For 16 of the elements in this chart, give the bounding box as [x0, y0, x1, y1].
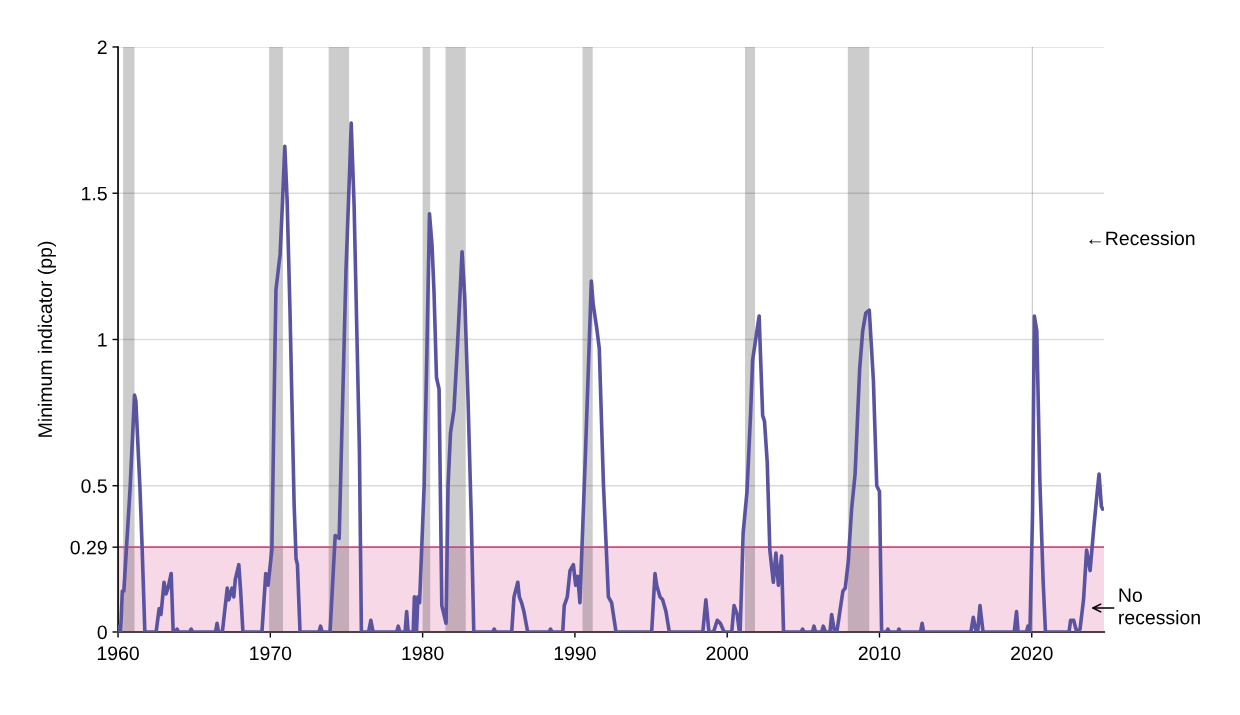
x-tick-label: 1990 [554, 646, 596, 661]
y-tick-label: 0 [97, 625, 107, 640]
y-axis-title: Minimum indicator (pp) [37, 241, 56, 437]
y-tick-label: 1 [98, 333, 107, 347]
y-tick-label: 0.29 [70, 540, 107, 555]
annotation: ←Recession [1089, 230, 1195, 246]
text: No recession [1119, 588, 1200, 625]
y-tick-label: 0.5 [81, 479, 107, 493]
y-tick-label: 1.5 [82, 186, 107, 201]
y-tick-label: 2 [97, 40, 107, 55]
x-tick-label: 1980 [402, 646, 444, 661]
x-tick-label: 1960 [97, 646, 139, 661]
x-tick-label: 2000 [706, 646, 749, 661]
x-tick-label: 2020 [1011, 646, 1053, 661]
x-tick-label: 2010 [858, 646, 901, 661]
x-tick-label: 1970 [250, 646, 292, 661]
